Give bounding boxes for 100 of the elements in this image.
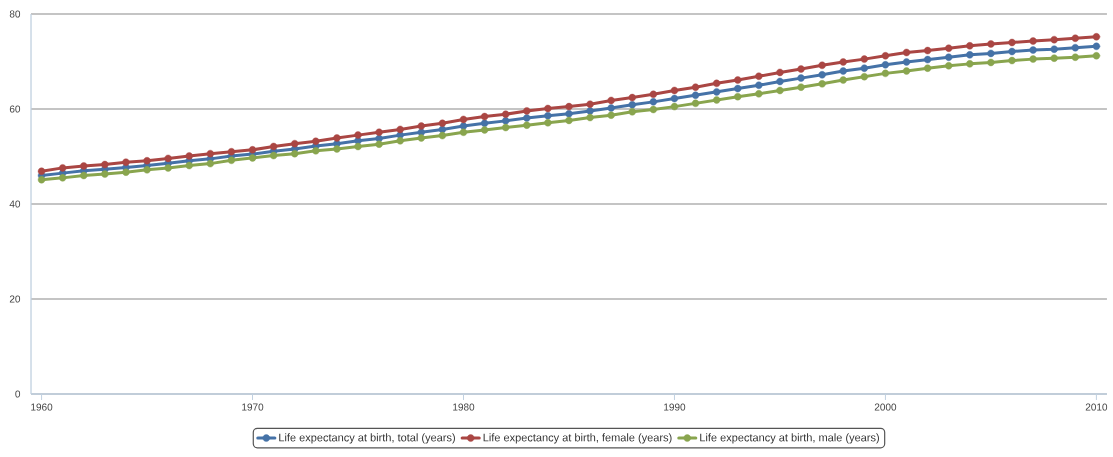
point [501, 117, 510, 125]
point [269, 151, 278, 160]
point [797, 83, 805, 91]
point [396, 137, 404, 145]
point [860, 73, 869, 81]
point [354, 131, 362, 139]
point [586, 107, 594, 115]
point [881, 69, 890, 78]
point [1008, 56, 1016, 65]
point [923, 46, 932, 55]
point [628, 101, 636, 109]
point [902, 58, 911, 66]
point [523, 114, 531, 122]
point [1092, 33, 1101, 41]
point [122, 168, 130, 176]
point [501, 123, 510, 132]
point [185, 161, 193, 170]
point [586, 100, 594, 108]
point [480, 119, 489, 127]
point [586, 113, 594, 122]
point [649, 98, 658, 106]
point [333, 145, 341, 153]
point [101, 160, 109, 169]
point [839, 76, 847, 84]
point [375, 128, 383, 136]
point [649, 105, 658, 114]
point [438, 119, 447, 127]
point [1071, 53, 1079, 61]
point [143, 166, 151, 174]
x-tick-label: 2000 [874, 403, 897, 411]
point [818, 71, 826, 79]
point [734, 92, 742, 101]
legend-label: Life expectancy at birth, female (years) [483, 433, 672, 444]
point [227, 156, 236, 164]
point [185, 152, 193, 160]
y-tick-label: 20 [9, 295, 21, 303]
point [417, 122, 425, 130]
point [1008, 38, 1016, 47]
point [1071, 44, 1079, 52]
point [227, 148, 236, 156]
point [1092, 42, 1101, 50]
point [670, 102, 679, 111]
point [1029, 55, 1037, 63]
point [607, 96, 615, 105]
point [206, 149, 215, 158]
point [101, 170, 109, 178]
point [649, 90, 658, 98]
point [670, 94, 679, 103]
x-tick-label: 1970 [242, 403, 264, 411]
point [480, 112, 489, 121]
point [839, 58, 847, 66]
point [37, 167, 46, 175]
point [755, 90, 763, 98]
point [712, 79, 721, 88]
point [987, 49, 995, 58]
point [501, 110, 510, 118]
point [1029, 37, 1037, 45]
point [945, 44, 953, 52]
point [1008, 47, 1016, 56]
y-tick-label: 40 [9, 200, 21, 208]
point [734, 76, 742, 84]
point [607, 111, 615, 119]
point [312, 137, 320, 145]
point [544, 104, 552, 113]
point [712, 96, 721, 104]
point [797, 74, 805, 82]
point [269, 142, 278, 151]
point [860, 55, 869, 63]
point [248, 146, 257, 154]
point [248, 154, 257, 162]
point [396, 125, 404, 134]
point [523, 107, 531, 115]
point [164, 154, 172, 163]
point [375, 140, 383, 148]
x-tick-label: 1990 [664, 403, 686, 411]
point [354, 142, 362, 151]
point [860, 64, 869, 72]
point [607, 104, 615, 112]
point [987, 40, 995, 48]
point [1092, 52, 1101, 60]
point [881, 52, 890, 60]
point [459, 128, 468, 136]
point [628, 108, 636, 116]
point [58, 174, 67, 182]
point [776, 77, 784, 86]
point [818, 80, 826, 88]
point [670, 86, 679, 95]
point [58, 164, 67, 172]
point [206, 159, 215, 168]
point [902, 48, 911, 57]
point [839, 67, 847, 75]
point [291, 149, 299, 158]
point [712, 88, 721, 96]
point [628, 93, 636, 102]
point [459, 115, 468, 124]
point [923, 64, 932, 72]
point [438, 131, 447, 140]
legend-label: Life expectancy at birth, male (years) [700, 433, 879, 444]
point [776, 68, 784, 77]
point [776, 86, 784, 95]
